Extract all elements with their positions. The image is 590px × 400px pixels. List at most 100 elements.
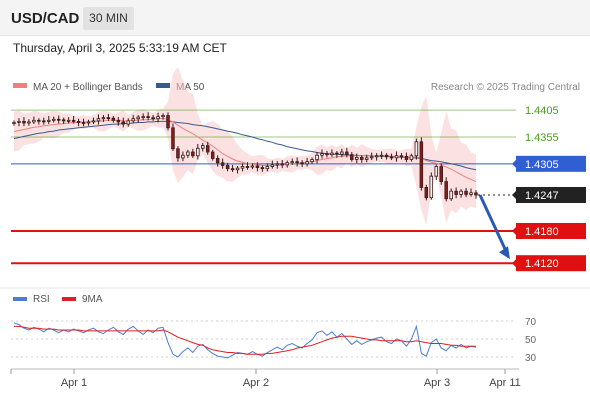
candle: [459, 189, 463, 198]
price-legend: MA 20 + Bollinger Bands MA 50 Research ©…: [13, 82, 580, 93]
level-label-bg: [516, 255, 586, 272]
candle: [101, 114, 106, 122]
candle: [350, 152, 354, 162]
candle: [340, 148, 344, 158]
candle: [355, 153, 359, 164]
candle: [364, 154, 369, 163]
candle: [409, 153, 414, 162]
candle: [196, 143, 200, 160]
timeframe-badge[interactable]: 30 MIN: [83, 7, 134, 30]
candle: [404, 152, 409, 163]
candle: [32, 116, 36, 125]
candle: [141, 113, 145, 121]
level-label-bg: [516, 222, 586, 239]
rsi-lines: [13, 322, 477, 359]
candle: [176, 146, 180, 162]
candle: [290, 158, 294, 165]
forecast-arrow-head: [499, 246, 510, 260]
candle: [295, 157, 299, 167]
level-label-resistance: 1.4355: [525, 132, 559, 144]
candle: [424, 184, 429, 201]
candle: [429, 172, 434, 200]
symbol-title: USD/CAD: [11, 10, 80, 27]
candle: [56, 115, 61, 124]
x-tick-label: Apr 2: [243, 377, 269, 389]
candle: [186, 149, 190, 158]
research-credit: Research © 2025 Trading Central: [431, 82, 580, 93]
candle: [151, 114, 155, 121]
forecast-arrow: [478, 194, 510, 260]
candle: [394, 151, 399, 162]
candle: [12, 120, 16, 126]
candle: [76, 118, 81, 127]
candles: [12, 112, 478, 202]
legend-swatch-ma50: [156, 83, 170, 88]
candle: [47, 116, 51, 125]
candle: [27, 119, 31, 126]
candle: [285, 160, 289, 168]
candle: [474, 190, 478, 199]
candle: [369, 152, 374, 161]
candle: [325, 150, 329, 158]
level-label-support: 1.4180: [525, 226, 559, 238]
chart-header: USD/CAD 30 MIN: [0, 0, 590, 36]
legend-swatch-ma20: [13, 83, 27, 88]
candle: [439, 163, 443, 185]
candle: [270, 160, 275, 169]
candle: [280, 160, 285, 169]
candle: [66, 117, 71, 124]
candle: [205, 141, 210, 155]
candle: [260, 165, 265, 172]
x-axis-ticks: Apr 1 Apr 2 Apr 3 Apr 11: [10, 369, 521, 389]
candle: [379, 151, 384, 159]
price-level-labels: 1.4405 1.4355 1.4305 1.4247 1.4180 1.4120: [512, 105, 586, 272]
candle: [320, 149, 324, 159]
candle: [96, 114, 101, 125]
candle: [255, 162, 260, 172]
candle: [171, 123, 175, 151]
candle: [265, 163, 270, 172]
candle: [449, 188, 453, 201]
price-levels: [11, 109, 516, 265]
rsi-gridlines: 70 50 30: [11, 317, 537, 364]
candle: [71, 116, 76, 124]
candle: [136, 114, 140, 123]
candle: [17, 118, 21, 127]
candle: [201, 142, 205, 152]
candle: [86, 119, 91, 126]
level-label-pointer: [512, 258, 517, 269]
candle: [121, 117, 126, 128]
rsi-tick-label: 50: [525, 335, 537, 346]
moving-averages: [13, 117, 477, 183]
candle: [61, 117, 66, 125]
x-tick-label: Apr 11: [489, 377, 521, 389]
level-label-last: 1.4247: [525, 190, 559, 202]
candle: [131, 114, 135, 124]
candle: [399, 153, 404, 160]
candle: [235, 165, 240, 174]
candle: [51, 116, 56, 123]
candle: [359, 155, 364, 163]
chart-datetime: Thursday, April 3, 2025 5:33:19 AM CET: [13, 41, 227, 55]
candle: [215, 155, 220, 167]
candle: [81, 118, 86, 127]
candle: [166, 112, 170, 131]
rsi-tick-label: 30: [525, 353, 537, 364]
candle: [335, 150, 339, 158]
candle: [315, 152, 319, 164]
legend-label-ma50: MA 50: [176, 82, 205, 93]
candle: [91, 117, 96, 125]
candle: [210, 149, 215, 161]
candle: [389, 153, 394, 161]
candle: [191, 148, 195, 158]
legend-swatch-rsi: [13, 297, 27, 301]
rsi-tick-label: 70: [525, 317, 537, 328]
candle: [300, 160, 304, 168]
candle: [310, 157, 314, 164]
level-label-pointer: [512, 189, 517, 200]
candle: [230, 164, 235, 172]
candle: [111, 116, 116, 123]
candle: [454, 187, 458, 199]
candle: [464, 188, 468, 198]
